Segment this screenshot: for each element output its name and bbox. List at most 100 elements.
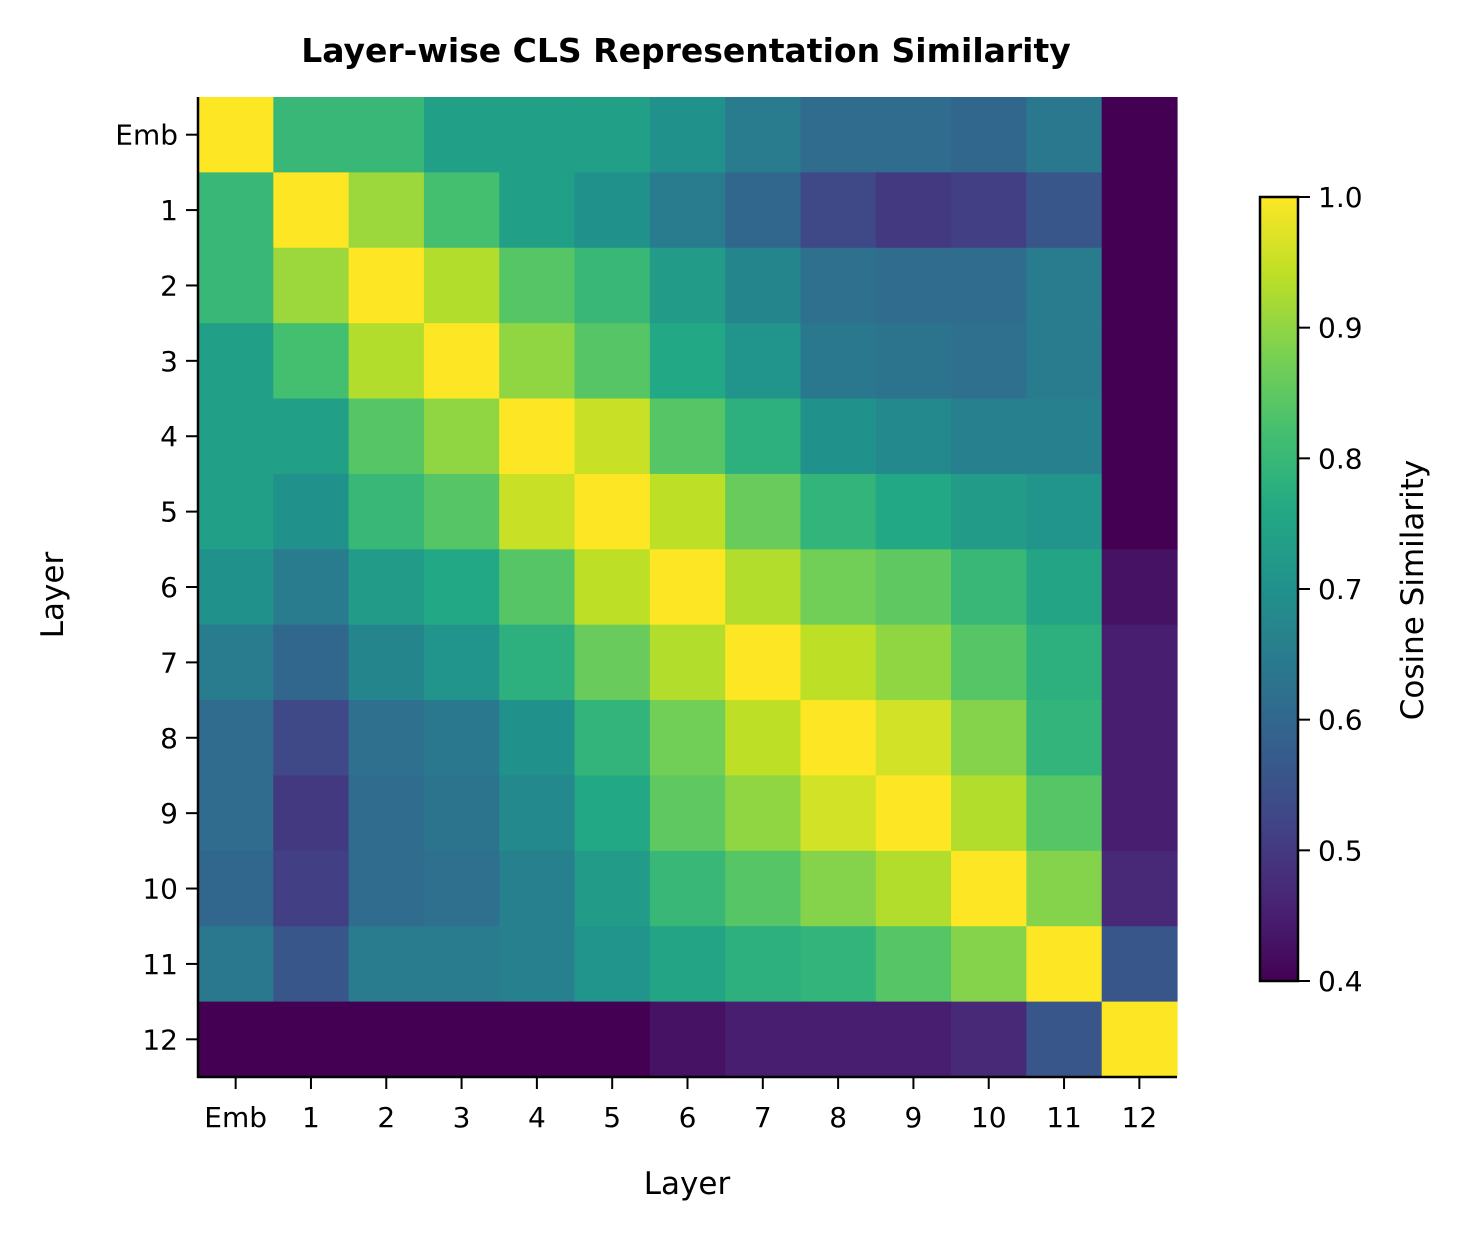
x-axis-label: Layer: [644, 1166, 731, 1202]
heatmap-cell: [951, 473, 1027, 550]
heatmap-cell: [1101, 323, 1178, 400]
heatmap-cell: [800, 850, 877, 927]
heatmap-cell: [273, 775, 350, 852]
heatmap-cell: [198, 1001, 274, 1078]
heatmap-cell: [423, 1001, 500, 1078]
heatmap-cell: [800, 624, 877, 701]
heatmap-cell: [348, 700, 425, 777]
heatmap-cell: [273, 1001, 350, 1078]
heatmap-cell: [1101, 624, 1178, 701]
heatmap-cell: [198, 398, 274, 475]
heatmap-cell: [800, 398, 877, 475]
heatmap-cell: [499, 398, 576, 475]
heatmap-cell: [951, 247, 1027, 324]
heatmap-cell: [1101, 172, 1178, 249]
heatmap-cell: [574, 1001, 651, 1078]
heatmap-cell: [951, 850, 1027, 927]
heatmap-cell: [649, 926, 726, 1003]
colorbar: 0.4 0.5 0.6 0.7 0.8 0.9 1.0: [1258, 181, 1363, 998]
heatmap-cell: [499, 473, 576, 550]
heatmap-cell: [499, 850, 576, 927]
heatmap-cell: [198, 624, 274, 701]
heatmap-cell: [499, 172, 576, 249]
heatmap-cell: [800, 97, 877, 173]
heatmap-cell: [951, 700, 1027, 777]
heatmap-cell: [649, 323, 726, 400]
heatmap-cell: [951, 549, 1027, 626]
heatmap-cell: [725, 398, 802, 475]
heatmap-cell: [800, 247, 877, 324]
heatmap-cell: [649, 172, 726, 249]
heatmap-cell: [273, 624, 350, 701]
heatmap-cell: [499, 323, 576, 400]
colorbar-tick-label: 0.9: [1318, 312, 1363, 345]
heatmap-cell: [800, 700, 877, 777]
heatmap-cell: [198, 549, 274, 626]
heatmap-cell: [574, 775, 651, 852]
heatmap-cell: [725, 323, 802, 400]
heatmap-cell: [951, 97, 1027, 173]
heatmap-cell: [649, 97, 726, 173]
heatmap-cell: [1026, 323, 1103, 400]
heatmap-cell: [800, 323, 877, 400]
heatmap-cell: [273, 700, 350, 777]
x-tick-label: 10: [971, 1101, 1007, 1134]
heatmap-cell: [725, 624, 802, 701]
heatmap-cell: [198, 247, 274, 324]
heatmap-cell: [1026, 172, 1103, 249]
heatmap-cell: [423, 549, 500, 626]
heatmap-cell: [875, 323, 952, 400]
x-tick-label: 7: [754, 1101, 772, 1134]
colorbar-tick-label: 0.7: [1318, 573, 1363, 606]
heatmap-cell: [198, 172, 274, 249]
y-tick-label: 2: [160, 269, 178, 302]
heatmap-cell: [574, 323, 651, 400]
heatmap-cell: [348, 850, 425, 927]
heatmap-cell: [1101, 473, 1178, 550]
x-tick-label: Emb: [204, 1101, 267, 1134]
heatmap-cell: [423, 398, 500, 475]
heatmap-cell: [649, 398, 726, 475]
colorbar-label: Cosine Similarity: [1395, 460, 1431, 721]
heatmap-cell: [423, 323, 500, 400]
heatmap-cell: [875, 775, 952, 852]
heatmap-cell: [1026, 700, 1103, 777]
heatmap-cell: [574, 624, 651, 701]
heatmap-cell: [273, 473, 350, 550]
heatmap-cell: [273, 172, 350, 249]
heatmap-cell: [574, 97, 651, 173]
colorbar-gradient: [1258, 195, 1300, 983]
heatmap-cell: [1101, 1001, 1178, 1078]
heatmap-cell: [574, 700, 651, 777]
heatmap-cell: [1101, 247, 1178, 324]
y-tick-label: 5: [160, 496, 178, 529]
heatmap-cell: [499, 775, 576, 852]
heatmap-cell: [951, 926, 1027, 1003]
colorbar-tick-label: 0.6: [1318, 704, 1363, 737]
heatmap-cell: [875, 473, 952, 550]
y-tick-label: 9: [160, 797, 178, 830]
heatmap-cell: [423, 247, 500, 324]
heatmap-cell: [951, 323, 1027, 400]
heatmap-cell: [499, 624, 576, 701]
y-tick-label: 12: [142, 1023, 178, 1056]
heatmap-cell: [499, 700, 576, 777]
heatmap-cell: [198, 323, 274, 400]
heatmap-cell: [725, 700, 802, 777]
x-tick-label: 8: [829, 1101, 847, 1134]
heatmap-cell: [348, 1001, 425, 1078]
heatmap-cell: [348, 775, 425, 852]
heatmap-cell: [875, 926, 952, 1003]
heatmap-cell: [423, 473, 500, 550]
colorbar-tick-label: 1.0: [1318, 181, 1363, 214]
heatmap-cell: [1101, 700, 1178, 777]
heatmap-cell: [649, 775, 726, 852]
heatmap-cell: [875, 549, 952, 626]
colorbar-tick-label: 0.4: [1318, 965, 1363, 998]
heatmap-cell: [1101, 97, 1178, 173]
heatmap-cell: [348, 323, 425, 400]
heatmap-cell: [1101, 775, 1178, 852]
heatmap-cell: [725, 775, 802, 852]
heatmap-cell: [273, 247, 350, 324]
